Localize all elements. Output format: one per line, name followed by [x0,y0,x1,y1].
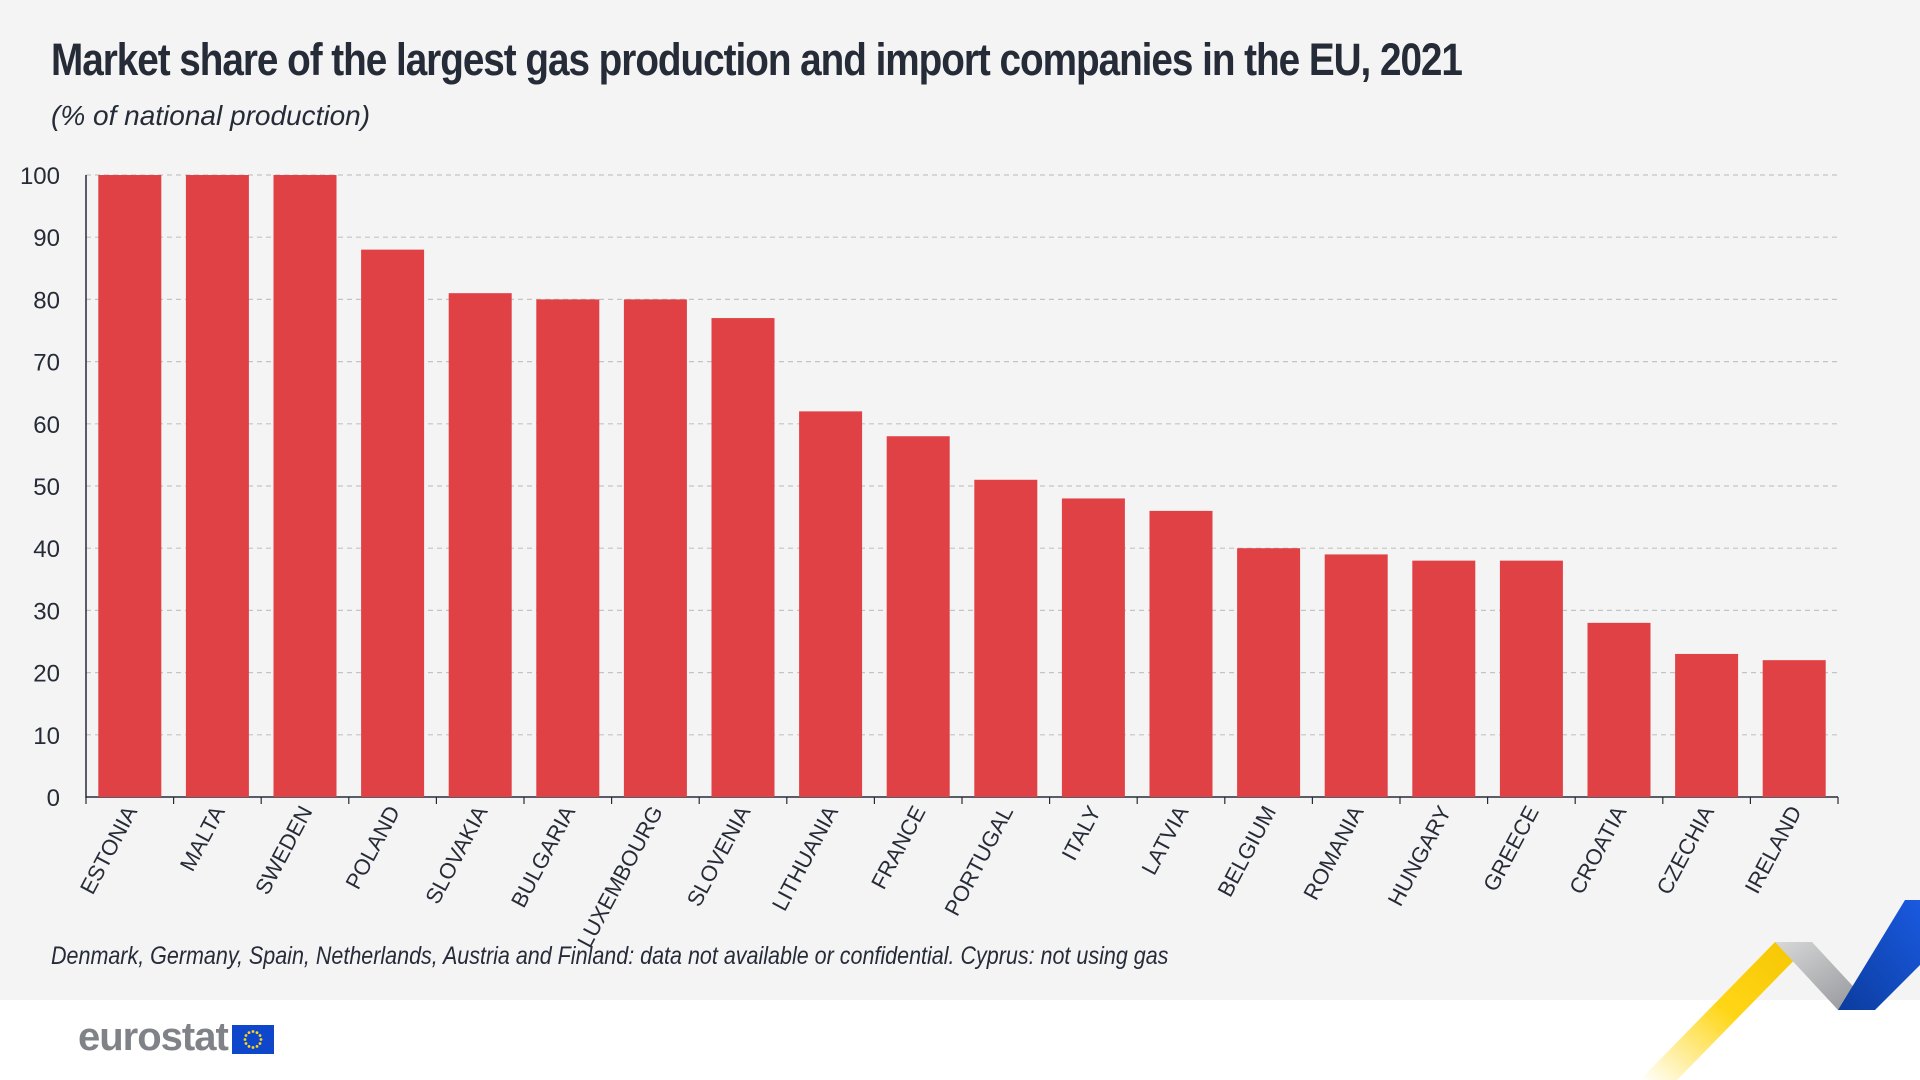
bar [886,436,950,797]
x-category-label: ITALY [1057,801,1106,864]
x-category-label: CROATIA [1564,801,1631,898]
bar [1061,498,1125,797]
x-category-label: BELGIUM [1212,802,1281,901]
x-category-label: BULGARIA [506,801,580,911]
eu-flag-icon [231,1025,274,1054]
y-tick-label: 40 [33,536,60,563]
y-tick-label: 80 [33,287,60,314]
y-tick-label: 20 [33,661,60,688]
x-category-label: ESTONIA [75,801,142,898]
chart-title: Market share of the largest gas producti… [51,34,1463,85]
x-category-label: SLOVAKIA [420,801,493,908]
bar [1237,548,1301,797]
bar [799,411,863,797]
y-tick-label: 0 [47,785,60,812]
bar [98,175,162,797]
bar [1762,660,1826,797]
x-category-label: GREECE [1478,802,1544,896]
eurostat-logo: eurostat [78,1015,274,1060]
x-category-label: HUNGARY [1383,801,1457,910]
x-category-label: LATVIA [1137,801,1194,879]
x-category-label: LITHUANIA [767,801,843,914]
bar [273,175,337,797]
bar [1412,560,1476,797]
chart-subtitle: (% of national production) [51,100,371,131]
y-tick-label: 90 [33,225,60,252]
x-category-label: CZECHIA [1652,801,1720,898]
bar [1149,510,1213,797]
bar [711,318,775,797]
bar [974,479,1038,797]
y-tick-label: 60 [33,412,60,439]
bar [185,175,249,797]
logo-text: eurostat [78,1015,229,1059]
y-tick-label: 50 [33,474,60,501]
x-category-label: LUXEMBOURG [572,802,668,952]
x-category-label: SWEDEN [250,802,317,899]
chart-footnote: Denmark, Germany, Spain, Netherlands, Au… [51,942,1169,970]
bar [536,299,600,797]
brand-ribbon-decoration [1640,900,1920,1080]
y-tick-label: 10 [33,723,60,750]
y-tick-label: 30 [33,598,60,625]
bar [1324,554,1388,797]
x-category-label: FRANCE [866,802,931,894]
bar [623,299,687,797]
bar [1587,622,1651,797]
y-tick-label: 100 [20,163,60,190]
bar [361,249,425,797]
x-category-label: POLAND [340,802,405,894]
x-category-label: MALTA [175,801,230,875]
x-category-label: IRELAND [1740,802,1807,898]
x-category-label: ROMANIA [1298,801,1368,904]
bar [448,293,512,797]
x-category-label: SLOVENIA [682,801,756,910]
x-category-label: PORTUGAL [940,802,1019,920]
bar-chart: 0 10 20 30 40 50 60 70 80 90 100 ESTONIA MALTA SWEDEN… [20,163,1839,952]
bar [1675,653,1739,797]
y-tick-label: 70 [33,350,60,377]
bar [1499,560,1563,797]
